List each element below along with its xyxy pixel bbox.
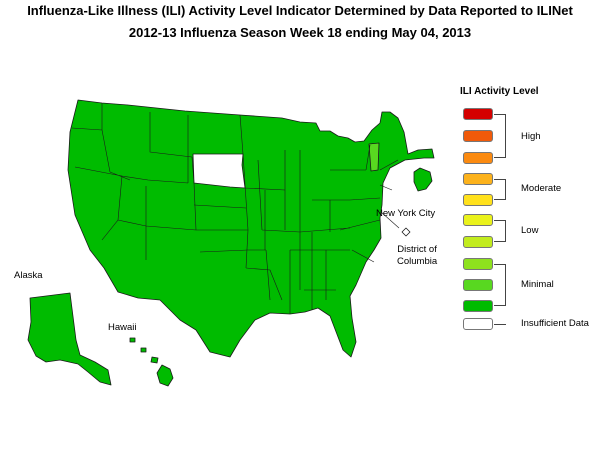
- legend-swatch-high-10: [463, 108, 493, 120]
- dc-pointer: [380, 211, 400, 229]
- legend-bracket-high: [494, 114, 506, 158]
- dc-label-line1: District of: [397, 244, 437, 255]
- legend-swatch-minimal-2: [463, 279, 493, 291]
- hawaii-maui: [150, 356, 159, 364]
- legend-label-high: High: [521, 131, 541, 142]
- legend-swatch-moderate-7: [463, 173, 493, 185]
- contiguous-us: [67, 99, 435, 358]
- legend-label-minimal: Minimal: [521, 279, 554, 290]
- hawaii-label: Hawaii: [108, 322, 137, 333]
- map-subtitle: 2012-13 Influenza Season Week 18 ending …: [128, 25, 472, 40]
- legend-bracket-insufficient: [494, 324, 506, 325]
- dc-label: District of Columbia: [397, 244, 437, 268]
- new-york-city-label: New York City: [376, 208, 436, 219]
- legend-swatch-moderate-6: [463, 194, 493, 206]
- alaska: [27, 292, 112, 386]
- dc-inset: [401, 227, 411, 237]
- legend-swatch-minimal-1: [463, 300, 493, 312]
- nyc-inset: [413, 167, 433, 192]
- state-south-dakota: [192, 153, 246, 189]
- hawaii-big-island: [156, 364, 174, 387]
- hawaii-kauai: [129, 337, 136, 343]
- legend-label-insufficient: Insufficient Data: [521, 318, 589, 329]
- alaska-label: Alaska: [14, 270, 43, 281]
- legend-swatch-high-9: [463, 130, 493, 142]
- legend-bracket-minimal: [494, 264, 506, 306]
- legend-title: ILI Activity Level: [460, 86, 539, 97]
- dc-label-line2: Columbia: [397, 256, 438, 267]
- legend-label-moderate: Moderate: [521, 183, 562, 194]
- state-vermont: [368, 142, 380, 172]
- legend-swatch-insufficient: [463, 318, 493, 330]
- map-title: Influenza-Like Illness (ILI) Activity Le…: [27, 3, 573, 18]
- legend-label-low: Low: [521, 225, 539, 236]
- legend-swatch-minimal-3: [463, 258, 493, 270]
- state-borders: [71, 103, 399, 314]
- legend-swatch-high-8: [463, 152, 493, 164]
- legend-swatch-low-4: [463, 236, 493, 248]
- legend-swatch-low-5: [463, 214, 493, 226]
- hawaii-oahu: [140, 347, 147, 353]
- legend-bracket-low: [494, 220, 506, 242]
- legend-bracket-moderate: [494, 179, 506, 200]
